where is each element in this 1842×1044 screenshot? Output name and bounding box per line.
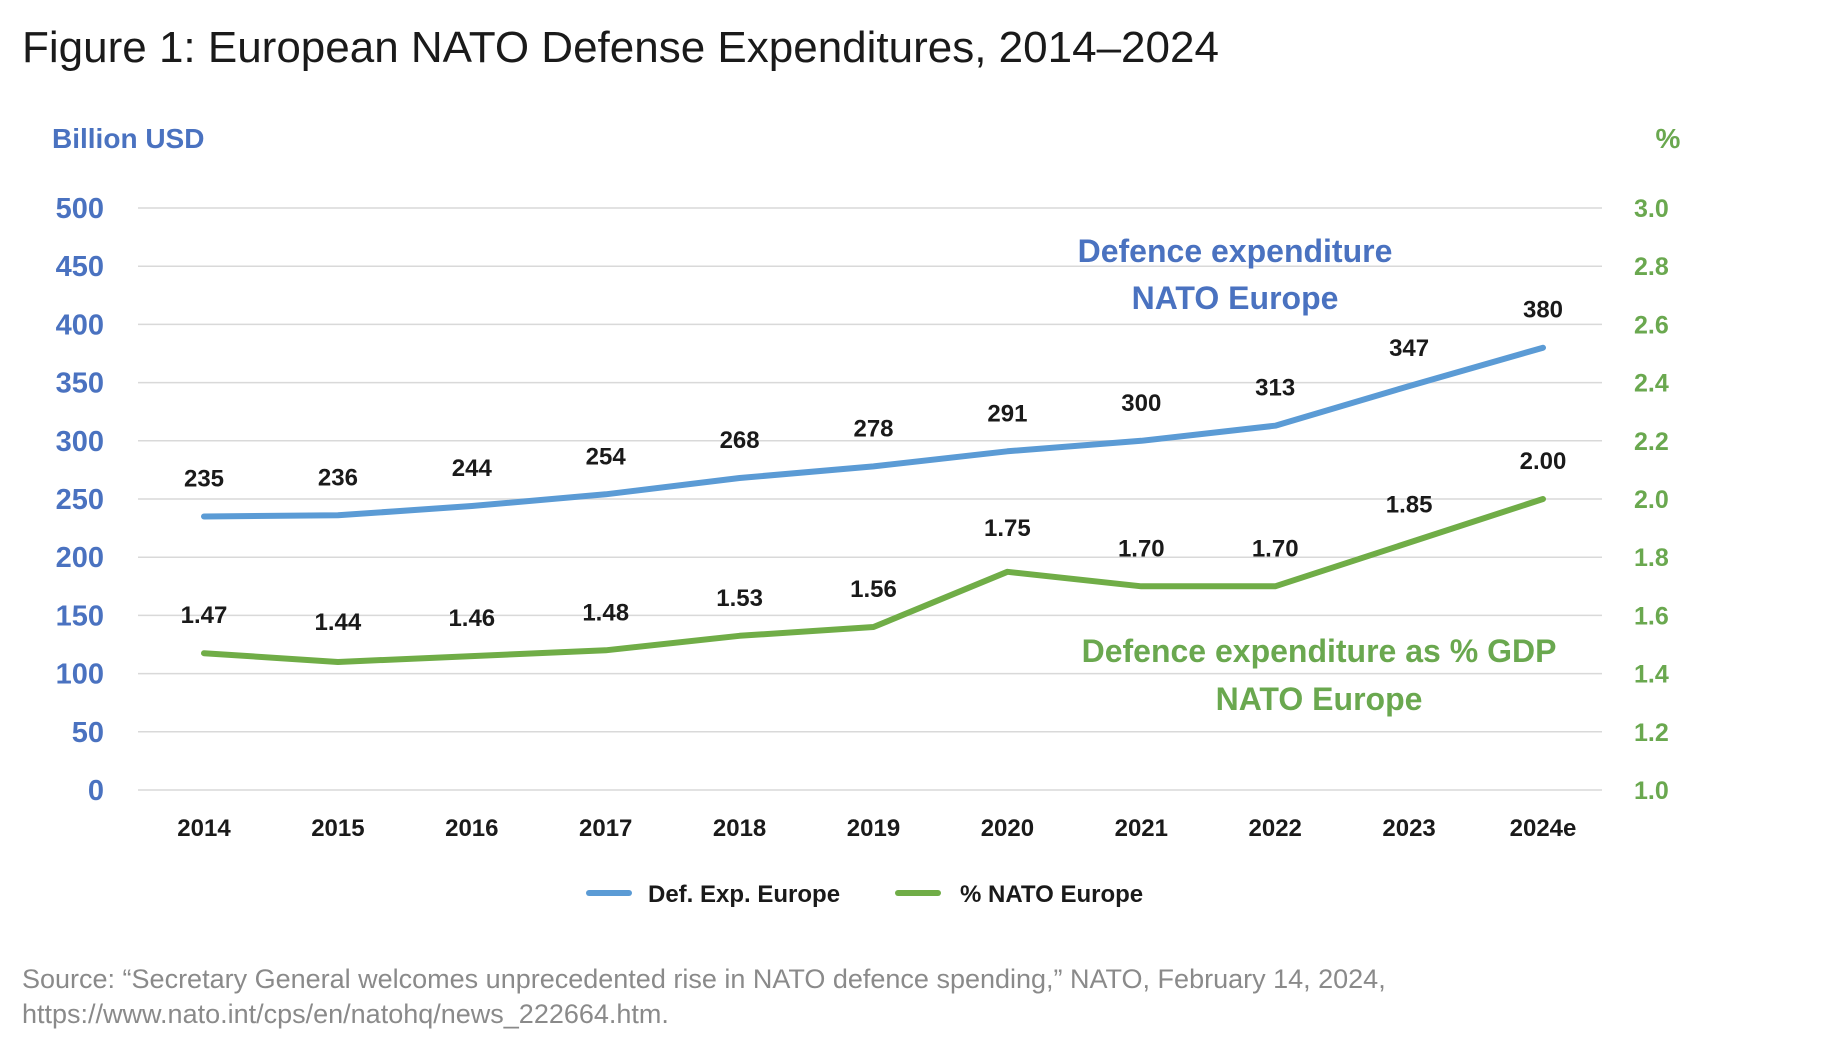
data-label: 1.56 (850, 576, 897, 603)
data-label: 347 (1389, 335, 1429, 362)
data-label: 291 (987, 400, 1027, 427)
right-axis-tick-label: 1.4 (1634, 661, 1669, 689)
annotation-pct-gdp-line2: NATO Europe (1216, 681, 1423, 717)
gridlines (138, 207, 1602, 791)
x-axis-tick-label: 2017 (579, 815, 632, 842)
right-axis-tick-label: 1.8 (1634, 544, 1669, 572)
right-axis-tick-label: 1.0 (1634, 777, 1669, 805)
x-axis-tick-label: 2024e (1510, 815, 1577, 842)
x-axis-tick-label: 2018 (713, 815, 766, 842)
right-axis-tick-label: 3.0 (1634, 195, 1669, 223)
data-label: 244 (452, 455, 493, 482)
legend-label-pct-nato: % NATO Europe (960, 881, 1143, 908)
x-axis-ticks: 2014 2015 2016 2017 2018 2019 2020 2021 2022 2023… (177, 815, 1576, 842)
data-label: 268 (720, 427, 760, 454)
data-label: 300 (1121, 390, 1161, 417)
pct-nato-europe-line (201, 496, 1546, 665)
left-axis-tick-label: 500 (56, 193, 104, 225)
left-axis-unit-label: Billion USD (52, 123, 204, 154)
data-label: 1.44 (315, 609, 362, 636)
data-label: 1.47 (181, 602, 228, 629)
x-axis-tick-label: 2015 (311, 815, 364, 842)
data-label: 1.85 (1386, 492, 1433, 519)
right-axis-tick-label: 2.4 (1634, 370, 1669, 398)
annotation-pct-gdp-line1: Defence expenditure as % GDP (1082, 633, 1557, 669)
right-axis-tick-label: 2.2 (1634, 428, 1669, 456)
right-axis-tick-label: 1.6 (1634, 602, 1669, 630)
x-axis-tick-label: 2016 (445, 815, 498, 842)
annotation-defence-expenditure-line1: Defence expenditure (1078, 233, 1393, 269)
data-label: 235 (184, 465, 224, 492)
data-label: 380 (1523, 297, 1563, 324)
data-label: 1.70 (1118, 535, 1165, 562)
left-axis-tick-label: 300 (56, 426, 104, 458)
x-axis-tick-label: 2021 (1115, 815, 1168, 842)
left-axis-tick-label: 400 (56, 309, 104, 341)
source-line-1: Source: “Secretary General welcomes unpr… (22, 964, 1386, 994)
x-axis-tick-label: 2022 (1249, 815, 1302, 842)
x-axis-tick-label: 2023 (1382, 815, 1435, 842)
x-axis-tick-label: 2019 (847, 815, 900, 842)
left-axis-tick-label: 50 (72, 717, 104, 749)
figure-title: Figure 1: European NATO Defense Expendit… (22, 23, 1219, 72)
def-exp-data-labels: 235 236 244 254 268 278 291 300 313 347 380 (184, 297, 1563, 493)
right-axis-tick-label: 1.2 (1634, 719, 1669, 747)
left-axis-tick-label: 100 (56, 659, 104, 691)
source-line-2: https://www.nato.int/cps/en/natohq/news_… (22, 999, 669, 1029)
left-axis-tick-label: 350 (56, 368, 104, 400)
right-axis-unit-label: % (1656, 123, 1681, 154)
legend-label-def-exp: Def. Exp. Europe (648, 881, 840, 908)
legend: Def. Exp. Europe % NATO Europe (586, 881, 1143, 908)
left-axis-tick-label: 200 (56, 542, 104, 574)
annotation-defence-expenditure-line2: NATO Europe (1132, 280, 1339, 316)
right-axis-tick-label: 2.0 (1634, 486, 1669, 514)
data-label: 236 (318, 464, 358, 491)
data-label: 278 (853, 415, 893, 442)
right-axis-ticks: 1.0 1.2 1.4 1.6 1.8 2.0 2.2 2.4 2.6 2.8 3.0 (1634, 195, 1669, 805)
data-label: 1.53 (716, 585, 763, 612)
def-exp-europe-line (201, 344, 1546, 520)
data-label: 1.46 (448, 605, 495, 632)
left-axis-tick-label: 250 (56, 484, 104, 516)
data-label: 1.70 (1252, 535, 1299, 562)
left-axis-tick-label: 0 (88, 775, 104, 807)
right-axis-tick-label: 2.6 (1634, 311, 1669, 339)
pct-gdp-data-labels: 1.47 1.44 1.46 1.48 1.53 1.56 1.75 1.70 1.70 1.85… (181, 448, 1567, 636)
data-label: 313 (1255, 375, 1295, 402)
left-axis-tick-label: 150 (56, 600, 104, 632)
data-label: 2.00 (1520, 448, 1567, 475)
left-axis-tick-label: 450 (56, 251, 104, 283)
data-label: 1.75 (984, 515, 1031, 542)
x-axis-tick-label: 2020 (981, 815, 1034, 842)
data-label: 1.48 (582, 599, 629, 626)
right-axis-tick-label: 2.8 (1634, 253, 1669, 281)
left-axis-ticks: 0 50 100 150 200 250 300 350 400 450 500 (56, 193, 104, 807)
x-axis-tick-label: 2014 (177, 815, 231, 842)
data-label: 254 (586, 443, 627, 470)
